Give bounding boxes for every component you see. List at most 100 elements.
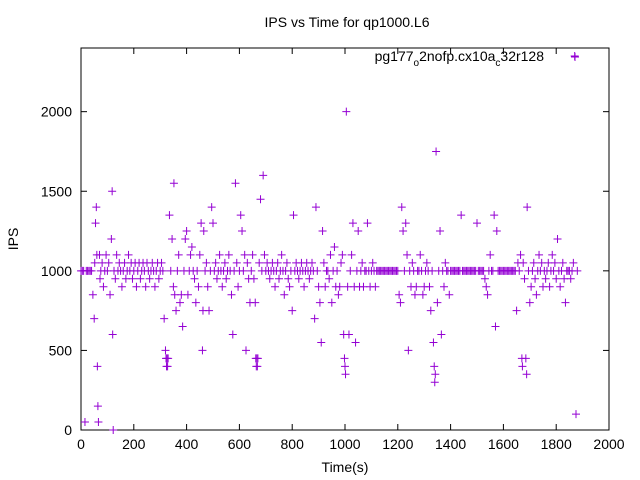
data-point [529,258,538,267]
data-point [207,203,216,212]
data-point [253,354,262,363]
legend: pg177o2nofp.cx10ac32r128 [375,48,579,69]
y-axis-label: IPS [5,228,21,251]
data-point [234,282,243,291]
data-point [251,298,260,307]
data-point [558,258,567,267]
data-point [491,322,500,331]
data-point [321,282,330,291]
data-point [317,338,326,347]
data-point [87,266,96,275]
data-point [327,298,336,307]
data-point [176,298,184,307]
data-point [358,258,367,267]
data-point [521,354,530,363]
data-point [326,250,335,259]
data-point [202,258,211,267]
data-point [136,274,145,283]
data-point [265,274,274,283]
data-point [523,203,532,212]
data-point [522,370,531,379]
y-axis: 0 500 1000 1500 2000 [41,104,609,438]
plot-frame [80,47,610,431]
data-point [222,274,231,283]
data-point [145,274,154,283]
data-point [541,274,550,283]
data-point [253,362,262,371]
data-point [342,107,351,116]
data-point [93,402,102,411]
data-point [426,306,435,315]
x-axis: 0 200 400 600 800 1000 1200 1400 1600 1800 2000 [77,48,625,452]
data-point [515,266,524,275]
data-point [198,346,207,355]
data-point [183,290,192,299]
data-point [211,258,220,267]
legend-marker [571,53,579,61]
data-point [408,258,417,267]
data-point [445,290,454,299]
data-point [337,258,346,267]
data-point [486,250,495,259]
data-point [399,227,408,236]
data-point [236,211,245,220]
data-point [545,282,554,291]
data-point [190,274,199,283]
data-point [169,179,178,188]
data-point [203,282,212,291]
data-point [108,187,117,196]
data-point [403,250,412,259]
x-tick-label: 1000 [329,436,360,452]
x-tick-label: 1600 [488,436,519,452]
data-point [228,330,237,339]
data-point [325,274,334,283]
data-point [319,258,328,267]
data-point [527,282,536,291]
data-point [218,282,227,291]
data-point [572,410,580,419]
data-point [191,298,200,307]
data-point [197,219,206,228]
data-point [569,258,578,267]
data-point [294,274,303,283]
data-point [340,354,349,363]
data-point [172,306,181,315]
data-point [347,250,356,259]
data-point [429,338,438,347]
data-point [351,338,360,347]
legend-label: pg177o2nofp.cx10ac32r128 [375,48,545,69]
data-point [431,370,440,379]
data-point [288,306,297,315]
data-point [550,258,559,267]
data-point [492,227,501,236]
data-point [457,211,466,220]
data-point [224,250,233,259]
data-point [96,274,105,283]
data-point [141,282,150,291]
data-point [535,250,544,259]
data-point [548,250,557,259]
data-point [573,266,582,275]
data-point [425,282,434,291]
data-point [516,250,525,259]
data-point [520,274,529,283]
data-point [318,227,327,236]
data-point [238,227,247,236]
data-point [330,242,339,251]
data-point [532,290,541,299]
data-point [106,290,115,299]
data-point [108,330,117,339]
data-point [397,203,406,212]
data-point [277,250,286,259]
data-point [556,282,565,291]
y-tick-label: 0 [64,422,72,438]
data-point [215,250,224,259]
data-point [212,274,221,283]
data-point [150,282,159,291]
data-point [124,250,133,259]
data-point [436,227,445,236]
data-point [242,346,250,355]
data-point [231,179,240,188]
data-point [161,346,170,355]
data-point [91,219,100,228]
